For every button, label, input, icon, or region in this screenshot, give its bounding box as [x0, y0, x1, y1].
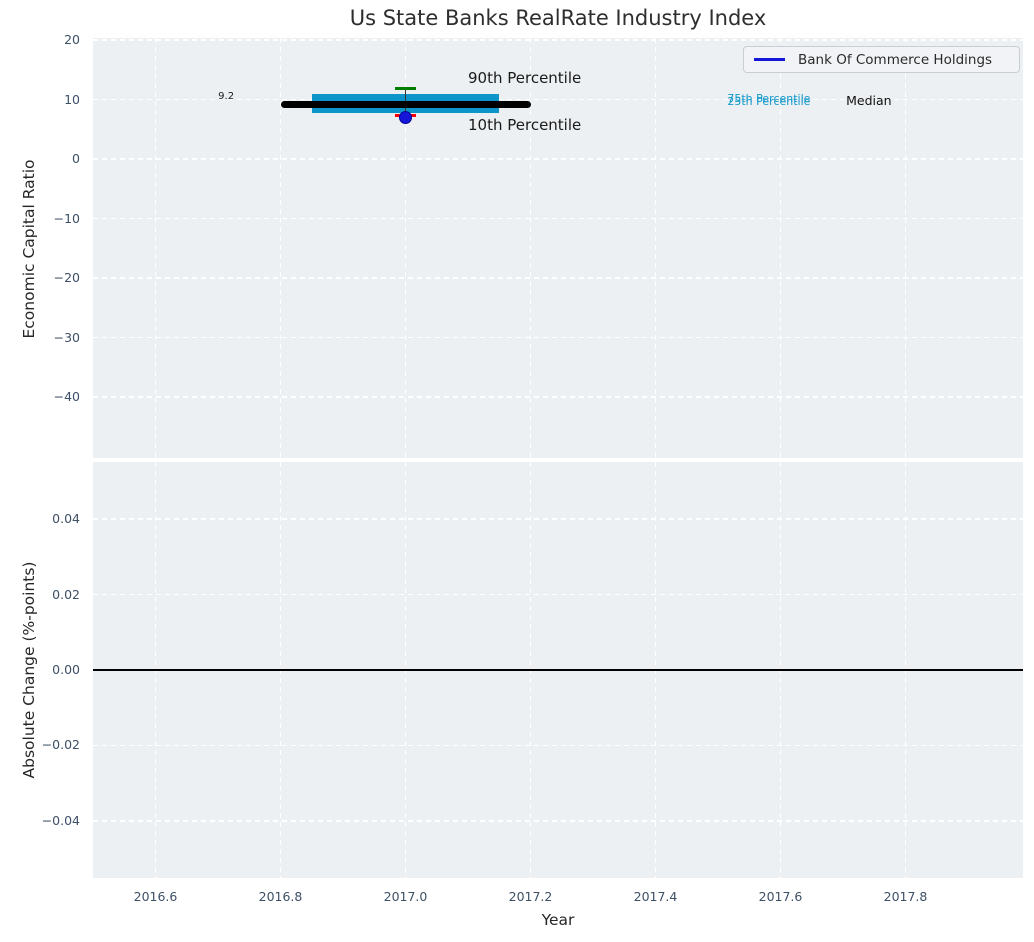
- gridline-vertical: [279, 38, 282, 458]
- gridline-horizontal: [93, 98, 1023, 101]
- y-tick-label: 0.02: [52, 586, 80, 602]
- y-tick-label: −0.02: [41, 737, 80, 753]
- gridline-horizontal: [93, 39, 1023, 41]
- gridline-vertical: [904, 38, 907, 458]
- x-tick-label: 2017.4: [633, 889, 678, 904]
- x-tick-label: 2016.6: [133, 889, 178, 904]
- top-plot-area: [93, 38, 1023, 458]
- y-tick-label: 0: [72, 151, 80, 167]
- y-tick-label: 0.04: [52, 511, 80, 526]
- annotation-90th-percentile: 90th Percentile: [468, 69, 582, 88]
- y-tick-label: 10: [64, 91, 80, 107]
- x-axis-label: Year: [541, 911, 575, 929]
- chart-title: Us State Banks RealRate Industry Index: [349, 6, 767, 30]
- y-tick-label: 20: [64, 32, 80, 48]
- gridline-horizontal: [93, 396, 1023, 398]
- gridline-vertical: [154, 38, 157, 458]
- x-tick-label: 2017.2: [508, 889, 553, 904]
- gridline-vertical: [779, 38, 782, 458]
- gridline-vertical: [654, 38, 657, 458]
- gridline-horizontal: [93, 820, 1023, 822]
- y-tick-label: −30: [53, 329, 80, 345]
- x-tick-label: 2017.6: [758, 889, 803, 904]
- zero-line: [93, 669, 1023, 671]
- y-tick-label: −0.04: [41, 812, 80, 828]
- gridline-horizontal: [93, 277, 1023, 279]
- gridline-horizontal: [93, 158, 1023, 160]
- annotation-75th-percentile: 75th Percentile: [727, 92, 811, 106]
- annotation-9-2: 9.2: [218, 90, 235, 102]
- legend-label: Bank Of Commerce Holdings: [798, 51, 993, 68]
- company-point: [399, 110, 412, 124]
- legend: Bank Of Commerce Holdings: [743, 46, 1020, 73]
- annotation-median: Median: [846, 93, 892, 109]
- gridline-horizontal: [93, 518, 1023, 520]
- median-line: [280, 100, 531, 108]
- gridline-horizontal: [93, 593, 1023, 596]
- p90-whisker-cap: [394, 86, 417, 90]
- x-tick-label: 2017.0: [383, 889, 428, 904]
- gridline-horizontal: [93, 336, 1023, 339]
- gridline-horizontal: [93, 217, 1023, 220]
- gridline-horizontal: [93, 744, 1023, 747]
- y-tick-label: 0.00: [52, 662, 80, 677]
- annotation-10th-percentile: 10th Percentile: [468, 115, 582, 134]
- x-tick-label: 2017.8: [883, 889, 928, 904]
- gridline-vertical: [404, 38, 407, 458]
- bottom-y-axis-label: Absolute Change (%-points): [20, 561, 38, 779]
- legend-line-icon: [754, 58, 785, 61]
- annotation-25th-percentile: 25th Percentile: [727, 95, 811, 109]
- x-tick-label: 2016.8: [258, 889, 303, 904]
- top-y-axis-label: Economic Capital Ratio: [20, 159, 38, 339]
- y-tick-label: −40: [53, 389, 80, 405]
- y-tick-label: −20: [53, 270, 80, 286]
- gridline-vertical: [529, 38, 532, 458]
- y-tick-label: −10: [53, 210, 80, 226]
